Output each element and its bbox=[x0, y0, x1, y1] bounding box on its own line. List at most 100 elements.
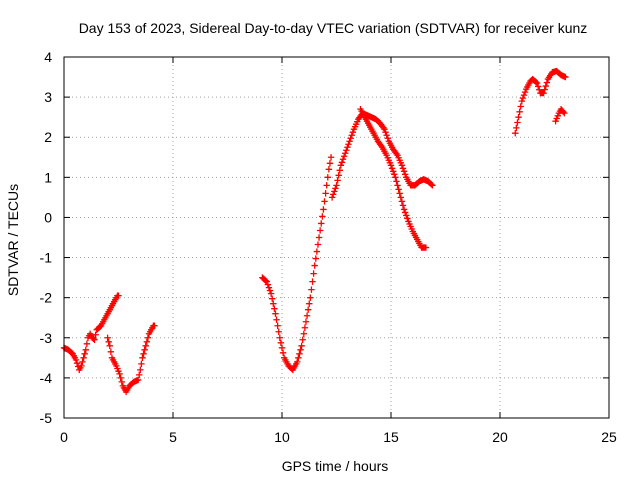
data-point bbox=[104, 334, 111, 341]
data-point bbox=[107, 348, 115, 356]
data-point bbox=[310, 270, 317, 277]
data-point bbox=[117, 374, 124, 382]
data-point bbox=[278, 344, 286, 352]
data-point bbox=[400, 206, 408, 213]
data-point bbox=[318, 220, 325, 227]
data-point bbox=[268, 295, 276, 302]
data-point bbox=[343, 147, 350, 154]
x-axis-label: GPS time / hours bbox=[282, 458, 389, 474]
data-point bbox=[140, 350, 147, 358]
data-point bbox=[91, 336, 98, 343]
data-point bbox=[105, 338, 112, 345]
x-tick-label: 20 bbox=[492, 429, 508, 445]
data-point bbox=[264, 281, 272, 288]
data-point bbox=[307, 294, 314, 301]
data-point bbox=[428, 181, 435, 188]
data-point bbox=[340, 153, 348, 160]
y-tick-label: -2 bbox=[40, 290, 53, 306]
data-point bbox=[330, 191, 337, 198]
data-point bbox=[138, 360, 145, 368]
data-point bbox=[403, 212, 410, 219]
y-tick-label: 4 bbox=[44, 49, 52, 65]
data-point bbox=[339, 156, 347, 163]
data-point bbox=[536, 86, 543, 93]
data-point bbox=[322, 190, 329, 197]
data-point bbox=[83, 340, 91, 347]
data-point bbox=[338, 159, 346, 166]
data-point bbox=[90, 335, 97, 342]
x-tick-label: 10 bbox=[274, 429, 290, 445]
data-point bbox=[337, 162, 345, 169]
data-point bbox=[333, 182, 340, 189]
data-point bbox=[541, 86, 548, 93]
data-point bbox=[106, 342, 113, 349]
data-point bbox=[517, 103, 524, 110]
data-point bbox=[348, 132, 355, 139]
data-point bbox=[80, 354, 87, 362]
data-point bbox=[404, 215, 411, 222]
data-point bbox=[276, 334, 284, 341]
data-point bbox=[534, 83, 542, 90]
data-point bbox=[346, 138, 353, 145]
data-point bbox=[323, 182, 330, 189]
data-point bbox=[144, 334, 152, 341]
data-point bbox=[532, 78, 540, 86]
data-point bbox=[137, 366, 144, 374]
data-point bbox=[384, 135, 391, 142]
data-point bbox=[143, 338, 151, 345]
data-point bbox=[332, 185, 339, 192]
data-point bbox=[115, 292, 122, 299]
data-point bbox=[399, 165, 407, 172]
data-point bbox=[387, 162, 395, 169]
data-point bbox=[300, 330, 307, 337]
y-tick-label: 2 bbox=[44, 129, 52, 145]
data-point bbox=[336, 167, 343, 174]
axis-ticks bbox=[63, 56, 610, 419]
data-point bbox=[273, 316, 280, 323]
data-point bbox=[520, 91, 528, 99]
data-point bbox=[401, 171, 409, 178]
x-tick-label: 15 bbox=[383, 429, 399, 445]
data-points bbox=[60, 67, 569, 396]
data-point bbox=[139, 354, 146, 362]
data-point bbox=[81, 350, 88, 358]
data-point bbox=[266, 287, 274, 294]
data-point bbox=[388, 165, 396, 172]
x-tick-label: 0 bbox=[60, 429, 68, 445]
data-point bbox=[298, 342, 305, 349]
y-axis-label: SDTVAR / TECUs bbox=[5, 184, 21, 296]
data-point bbox=[79, 358, 86, 366]
data-point bbox=[392, 174, 399, 181]
data-point bbox=[383, 132, 390, 139]
data-point bbox=[397, 194, 405, 201]
data-point bbox=[542, 82, 549, 90]
data-point bbox=[302, 318, 310, 325]
data-point bbox=[303, 312, 311, 319]
data-point bbox=[324, 174, 331, 181]
data-point bbox=[297, 346, 304, 354]
data-point bbox=[327, 154, 335, 161]
data-point bbox=[299, 336, 306, 343]
data-point bbox=[314, 241, 322, 248]
data-point bbox=[382, 129, 389, 136]
data-point bbox=[321, 198, 328, 205]
data-point bbox=[134, 376, 142, 384]
data-point bbox=[514, 119, 521, 126]
data-point bbox=[381, 126, 388, 133]
data-point bbox=[277, 339, 285, 346]
data-point bbox=[275, 328, 282, 335]
data-point bbox=[304, 306, 312, 313]
data-point bbox=[398, 162, 406, 169]
data-point bbox=[335, 172, 342, 179]
data-point bbox=[136, 371, 143, 379]
data-point bbox=[540, 89, 547, 97]
data-point bbox=[400, 168, 408, 175]
data-point bbox=[328, 194, 336, 201]
y-tick-label: -1 bbox=[40, 250, 53, 266]
y-tick-label: 3 bbox=[44, 89, 52, 105]
data-point bbox=[334, 177, 341, 184]
data-point bbox=[347, 135, 354, 142]
data-point bbox=[294, 358, 301, 366]
data-point bbox=[142, 342, 149, 349]
